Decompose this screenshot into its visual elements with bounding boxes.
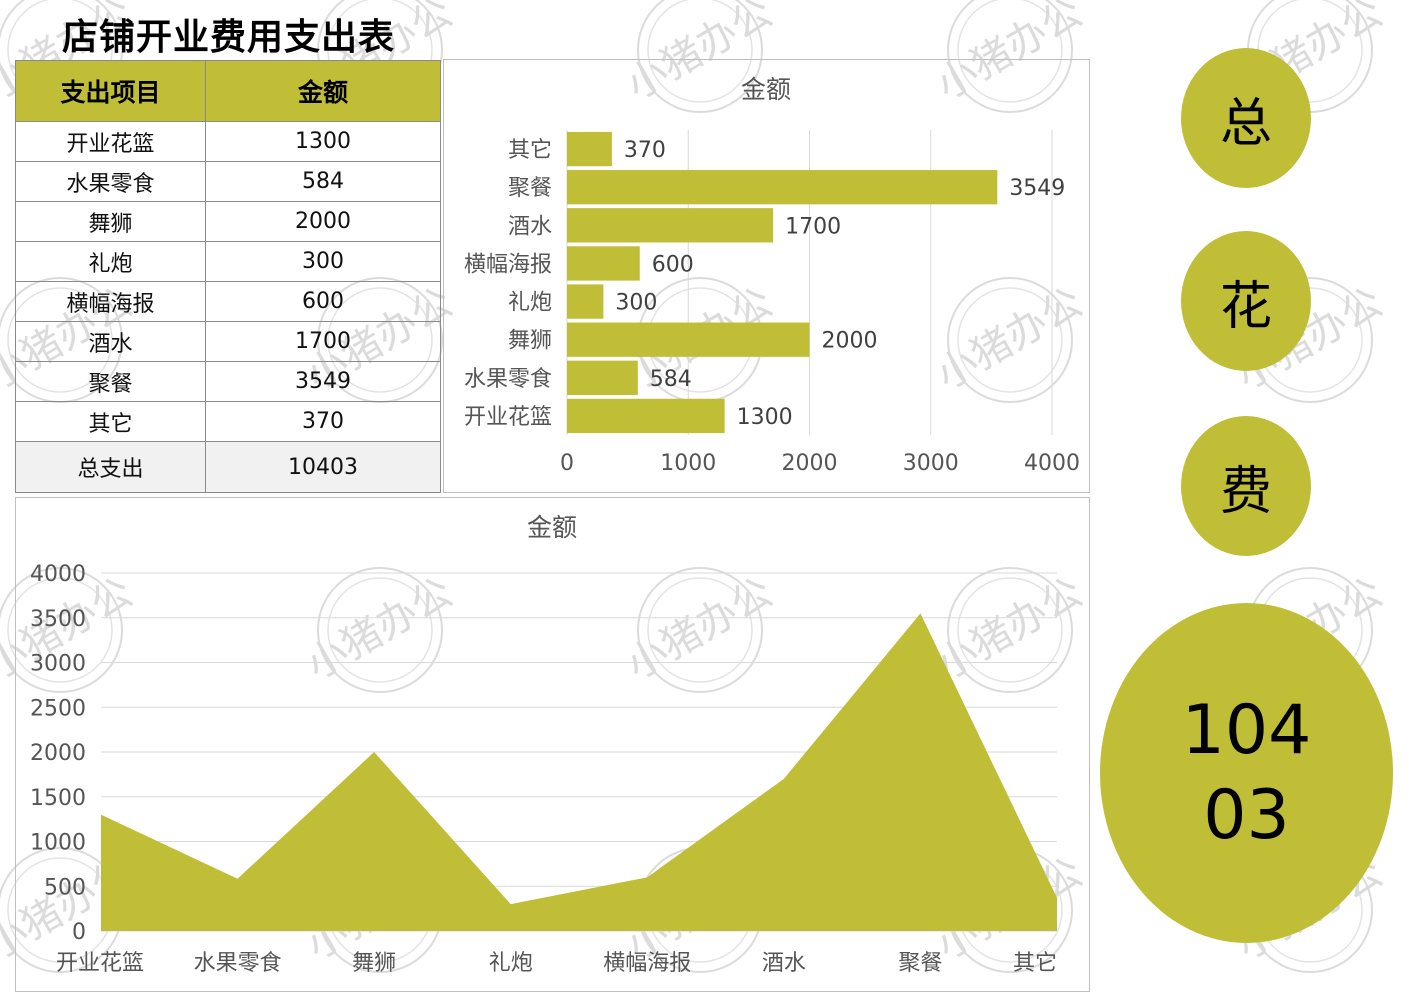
x-tick-label: 2000 (782, 451, 838, 476)
header-item: 支出项目 (15, 60, 206, 122)
category-label: 聚餐 (508, 176, 552, 201)
table-row: 聚餐 3549 (15, 361, 441, 402)
x-category-label: 聚餐 (898, 951, 942, 976)
table-row: 酒水 1700 (15, 321, 441, 362)
data-label: 1700 (785, 214, 841, 239)
area-series (101, 613, 1057, 931)
category-label: 水果零食 (464, 367, 552, 392)
cell-item: 舞狮 (15, 201, 206, 242)
circle-text: 花 (1219, 276, 1272, 337)
page-title: 店铺开业费用支出表 (62, 17, 396, 58)
x-tick-label: 3000 (903, 451, 959, 476)
bar (567, 208, 774, 243)
cell-amount: 1300 (205, 121, 441, 162)
area-chart-panel: 金额 0 500 1000 1500 2000 2500 3000 3500 4000 开业花篮 水果… (15, 497, 1090, 992)
table-row: 礼炮 300 (15, 241, 441, 282)
cell-amount: 3549 (205, 361, 441, 402)
y-tick-label: 0 (72, 920, 86, 945)
total-row: 总支出 10403 (15, 441, 441, 493)
table-row: 横幅海报 600 (15, 281, 441, 322)
circle-flower-char: 花 (1181, 231, 1311, 371)
area-chart-title: 金额 (527, 513, 577, 542)
bar (567, 360, 638, 395)
table-row: 开业花篮 1300 (15, 121, 441, 162)
table-body: 开业花篮 1300 水果零食 584 舞狮 2000 礼炮 300 横幅海报 600 酒水… (15, 121, 441, 493)
cell-item: 礼炮 (15, 241, 206, 282)
x-category-label: 酒水 (762, 951, 806, 976)
total-label: 总支出 (15, 441, 206, 493)
total-value: 10403 (205, 441, 441, 493)
cell-amount: 1700 (205, 321, 441, 362)
category-label: 礼炮 (508, 291, 552, 316)
cell-amount: 600 (205, 281, 441, 322)
x-category-label: 舞狮 (352, 951, 396, 976)
x-tick-label: 1000 (660, 451, 716, 476)
category-label: 横幅海报 (464, 252, 552, 277)
y-tick-label: 4000 (30, 562, 86, 587)
x-category-label: 礼炮 (489, 951, 533, 976)
cell-item: 水果零食 (15, 161, 206, 202)
category-label: 其它 (508, 138, 552, 163)
cell-item: 酒水 (15, 321, 206, 362)
bar (567, 322, 810, 357)
expense-table: 支出项目 金额 开业花篮 1300 水果零食 584 舞狮 2000 礼炮 300 横幅… (15, 60, 441, 493)
bar (567, 246, 640, 281)
bar (567, 284, 604, 319)
y-tick-label: 3000 (30, 652, 86, 677)
category-label: 舞狮 (508, 329, 552, 354)
category-label: 开业花篮 (464, 405, 552, 430)
x-category-label: 其它 (1013, 951, 1057, 976)
data-label: 1300 (737, 405, 793, 430)
cell-item: 横幅海报 (15, 281, 206, 322)
circle-fee-char: 费 (1181, 416, 1311, 556)
circle-total-value: 10403 (1100, 603, 1393, 943)
circle-total-char: 总 (1181, 48, 1311, 188)
circle-text: 费 (1219, 461, 1272, 522)
y-tick-label: 1500 (30, 786, 86, 811)
y-tick-label: 2500 (30, 696, 86, 721)
cell-item: 其它 (15, 401, 206, 442)
cell-item: 开业花篮 (15, 121, 206, 162)
y-tick-label: 3500 (30, 607, 86, 632)
bar-chart-title: 金额 (741, 75, 791, 104)
x-tick-label: 0 (560, 451, 574, 476)
category-label: 酒水 (508, 214, 552, 239)
cell-amount: 370 (205, 401, 441, 442)
data-label: 370 (624, 138, 666, 163)
cell-amount: 300 (205, 241, 441, 282)
y-tick-label: 1000 (30, 831, 86, 856)
table-header-row: 支出项目 金额 (15, 60, 441, 122)
y-tick-label: 500 (44, 875, 86, 900)
table-row: 舞狮 2000 (15, 201, 441, 242)
table-row: 水果零食 584 (15, 161, 441, 202)
header-amount: 金额 (205, 60, 441, 122)
data-label: 2000 (822, 329, 878, 354)
bar (567, 170, 998, 205)
table-row: 其它 370 (15, 401, 441, 442)
x-category-label: 水果零食 (194, 951, 282, 976)
bar-chart: 金额 0 1000 2000 3000 4000 开业花篮 1300 水果零食 584 舞狮 2000… (464, 75, 1080, 476)
x-category-label: 横幅海报 (603, 951, 691, 976)
cell-amount: 584 (205, 161, 441, 202)
data-label: 300 (615, 291, 657, 316)
circle-text: 总 (1219, 93, 1272, 154)
y-tick-label: 2000 (30, 741, 86, 766)
bar (567, 398, 725, 434)
area-chart: 金额 0 500 1000 1500 2000 2500 3000 3500 4000 开业花篮 水果… (30, 513, 1057, 976)
cell-amount: 2000 (205, 201, 441, 242)
cell-item: 聚餐 (15, 361, 206, 402)
data-label: 600 (652, 252, 694, 277)
data-label: 584 (650, 367, 692, 392)
x-tick-label: 4000 (1024, 451, 1080, 476)
bar (567, 131, 612, 167)
x-category-label: 开业花篮 (56, 951, 144, 976)
circle-total-text: 10403 (1181, 691, 1312, 855)
data-label: 3549 (1009, 176, 1065, 201)
bar-chart-panel: 金额 0 1000 2000 3000 4000 开业花篮 1300 水果零食 584 舞狮 2000… (443, 59, 1090, 493)
